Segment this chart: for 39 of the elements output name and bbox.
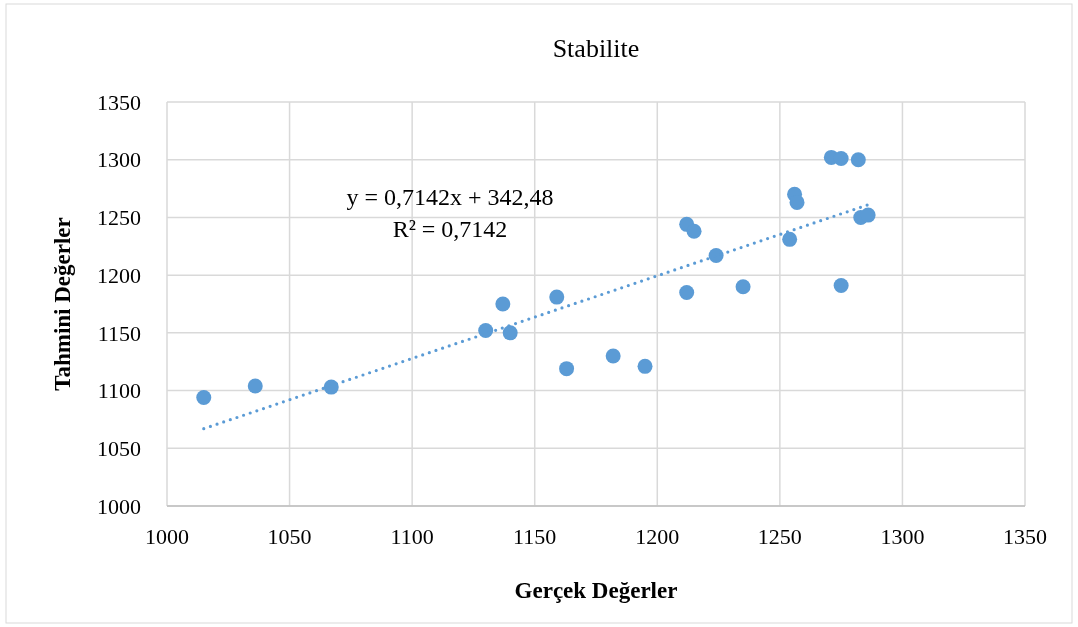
- point: [502, 325, 518, 341]
- point: [196, 390, 212, 405]
- point: [782, 231, 798, 247]
- y-tick-label: 1350: [97, 89, 141, 115]
- point: [686, 223, 702, 239]
- point: [833, 278, 849, 294]
- point: [860, 207, 876, 223]
- x-tick-label: 1000: [145, 524, 189, 549]
- point: [549, 289, 565, 305]
- point: [247, 378, 263, 394]
- chart-title: Stabilite: [552, 34, 640, 63]
- y-tick-label: 1250: [97, 205, 141, 231]
- y-tick-label: 1200: [97, 262, 141, 288]
- x-tick-label: 1300: [880, 524, 925, 549]
- x-tick-label: 1150: [513, 524, 557, 549]
- point: [605, 348, 621, 364]
- x-tick-label: 1350: [1003, 524, 1047, 549]
- x-tick-label: 1050: [267, 524, 312, 549]
- point: [850, 152, 866, 168]
- x-tick-label: 1200: [635, 524, 680, 549]
- point: [789, 194, 805, 210]
- x-tick-label: 1100: [390, 524, 434, 549]
- y-axis-title: Tahmini Değerler: [50, 217, 75, 391]
- y-tick-label: 1150: [97, 320, 141, 346]
- x-axis-title: Gerçek Değerler: [514, 578, 678, 603]
- point: [679, 284, 695, 300]
- x-tick-label: 1250: [757, 524, 802, 549]
- annotation: R² = 0,7142: [392, 216, 508, 242]
- y-tick-label: 1050: [97, 435, 141, 461]
- point: [833, 151, 849, 167]
- point: [478, 323, 494, 339]
- point: [495, 296, 511, 312]
- point: [637, 358, 653, 374]
- y-tick-label: 1100: [97, 378, 141, 404]
- point: [559, 361, 575, 377]
- y-tick-label: 1000: [97, 493, 141, 519]
- y-tick-label: 1300: [97, 147, 141, 173]
- point: [735, 279, 751, 295]
- annotation: y = 0,7142x + 342,48: [346, 184, 554, 210]
